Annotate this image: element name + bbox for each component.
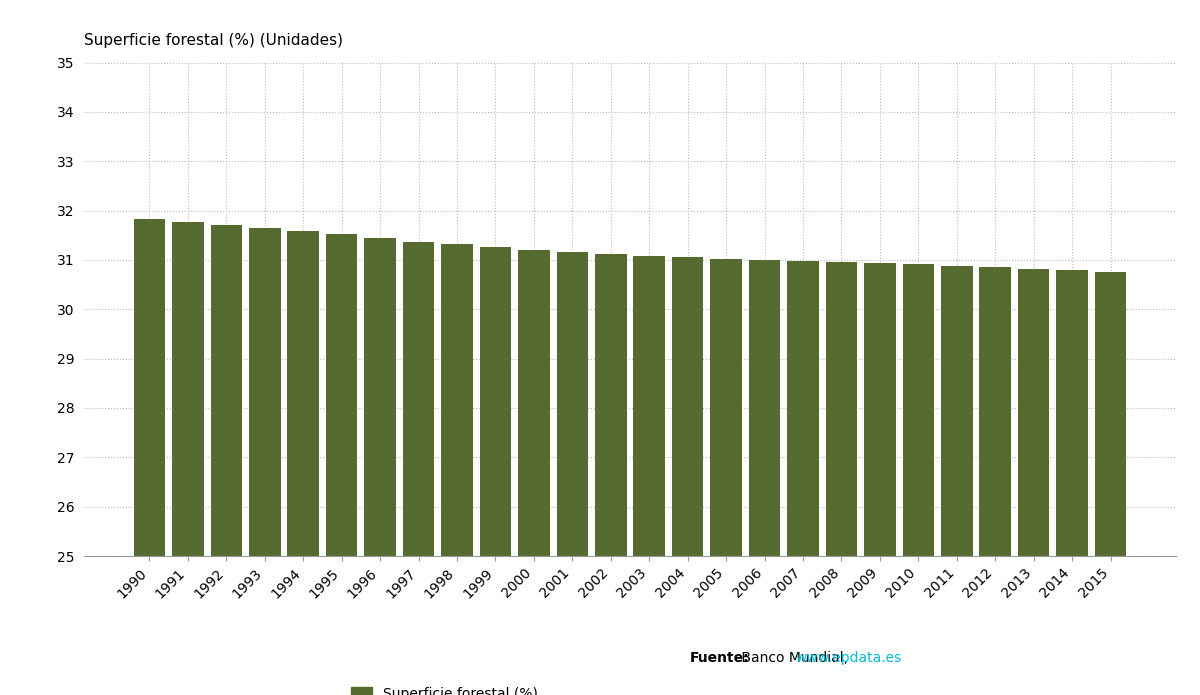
Bar (365, 238, 396, 556)
Text: www.epdata.es: www.epdata.es (796, 651, 902, 664)
Bar (941, 266, 972, 556)
Bar (326, 234, 358, 556)
Bar (634, 256, 665, 556)
Bar (442, 244, 473, 556)
Bar (1056, 270, 1088, 556)
Bar (210, 225, 242, 556)
Bar (787, 261, 818, 556)
Bar (248, 228, 281, 556)
Bar (403, 242, 434, 556)
Bar (902, 264, 934, 556)
Bar (288, 231, 319, 556)
Bar (518, 250, 550, 556)
Bar (710, 259, 742, 556)
Legend: Superficie forestal (%): Superficie forestal (%) (346, 682, 544, 695)
Bar (172, 222, 204, 556)
Bar (672, 257, 703, 556)
Text: Banco Mundial,: Banco Mundial, (737, 651, 852, 664)
Bar (826, 262, 857, 556)
Bar (480, 247, 511, 556)
Bar (595, 254, 626, 556)
Text: Fuente:: Fuente: (690, 651, 750, 664)
Text: Superficie forestal (%) (Unidades): Superficie forestal (%) (Unidades) (84, 33, 343, 48)
Bar (979, 268, 1012, 556)
Bar (1094, 272, 1127, 556)
Bar (557, 252, 588, 556)
Bar (864, 263, 895, 556)
Bar (133, 219, 166, 556)
Bar (749, 261, 780, 556)
Bar (1018, 269, 1050, 556)
